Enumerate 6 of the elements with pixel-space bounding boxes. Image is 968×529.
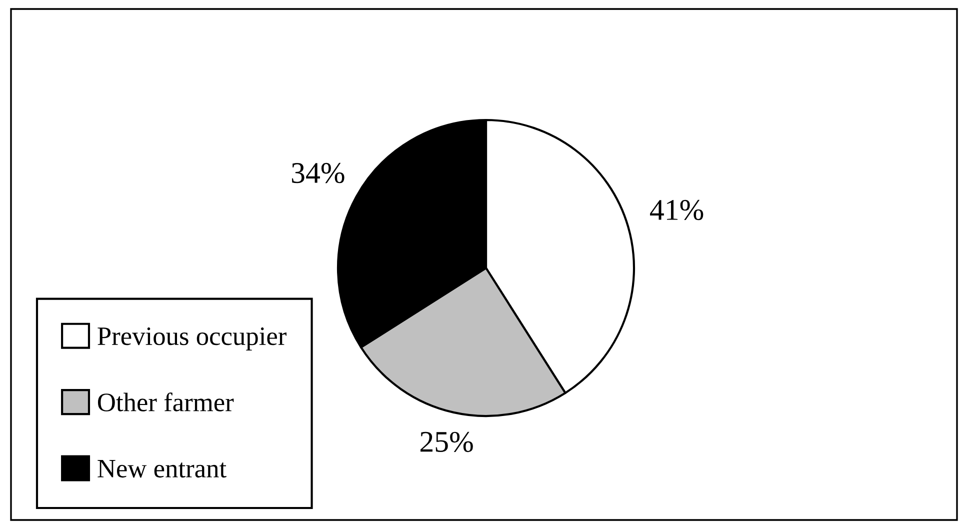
- legend-label: Other farmer: [98, 392, 234, 412]
- legend-label: Previous occupier: [98, 327, 286, 351]
- data-label: 25%: [420, 432, 473, 452]
- data-label: 41%: [650, 200, 704, 220]
- data-label: 34%: [292, 162, 344, 184]
- legend-label: New entrant: [98, 460, 226, 478]
